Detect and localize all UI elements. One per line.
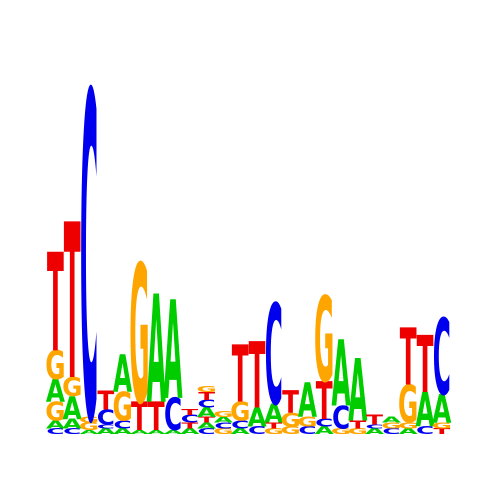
logo-letter: T: [400, 312, 417, 404]
logo-letter: G: [112, 385, 132, 430]
logo-letter: G: [230, 396, 250, 427]
logo-letter: A: [163, 429, 182, 435]
logo-letter: A: [415, 383, 434, 438]
logo-letter: C: [332, 399, 350, 436]
logo-letter: C: [46, 427, 64, 436]
logo-letter: C: [416, 425, 434, 437]
logo-letter: C: [231, 419, 249, 431]
logo-letter: A: [365, 427, 385, 436]
logo-letter: G: [45, 343, 65, 388]
logo-letter: A: [163, 273, 182, 430]
logo-letter: G: [331, 427, 351, 436]
logo-letter: C: [198, 427, 216, 436]
logo-letter: C: [97, 424, 115, 430]
logo-letter: T: [64, 179, 81, 428]
logo-letter: G: [297, 415, 317, 430]
logo-letter: A: [315, 425, 335, 437]
logo-letter: A: [180, 427, 200, 436]
logo-letter: C: [265, 277, 283, 437]
logo-letter: T: [282, 384, 300, 421]
logo-letter: G: [398, 374, 418, 435]
logo-letter: G: [213, 427, 233, 436]
logo-letter: G: [264, 427, 284, 436]
logo-letter: T: [47, 225, 64, 382]
logo-letter: G: [280, 425, 300, 437]
logo-letter: T: [265, 421, 283, 430]
logo-letter: A: [197, 405, 217, 420]
logo-letter: T: [366, 413, 384, 428]
logo-letter: G: [432, 421, 452, 430]
logo-letter: A: [197, 421, 217, 430]
logo-letter: T: [198, 390, 215, 402]
logo-letter: A: [432, 387, 452, 432]
logo-letter: G: [280, 410, 300, 431]
logo-letter: A: [214, 416, 234, 425]
logo-letter: A: [264, 398, 283, 429]
logo-letter: C: [315, 417, 333, 429]
logo-letter: A: [63, 390, 82, 427]
logo-letter: A: [147, 265, 166, 438]
logo-letter: T: [433, 427, 451, 436]
logo-letter: C: [382, 427, 400, 436]
logo-letter: C: [97, 406, 115, 430]
logo-letter: A: [231, 427, 251, 436]
logo-letter: T: [131, 394, 148, 439]
logo-letters: CAGAGTCAAGTAGGCACCTACGAATGATAACAATCTCATA…: [45, 2, 452, 480]
logo-letter: G: [196, 385, 216, 394]
logo-letter: C: [366, 424, 384, 430]
logo-letter: G: [213, 410, 233, 419]
logo-letter: C: [214, 421, 232, 430]
logo-letter: T: [316, 370, 333, 431]
logo-letter: A: [399, 427, 419, 436]
logo-letter: G: [398, 421, 418, 430]
logo-letter: T: [417, 319, 434, 411]
logo-letter: G: [381, 421, 401, 430]
logo-letter: A: [46, 419, 66, 431]
logo-letter: A: [348, 341, 367, 442]
logo-letter: C: [433, 298, 451, 419]
logo-letter: G: [79, 416, 99, 425]
logo-letter: C: [114, 419, 132, 431]
logo-letter: A: [382, 416, 402, 425]
logo-letter: G: [314, 271, 334, 408]
logo-letter: C: [80, 2, 98, 480]
logo-letter: T: [198, 416, 216, 425]
logo-letter: A: [298, 373, 317, 428]
logo-letter: A: [113, 344, 132, 405]
logo-letter: A: [130, 429, 149, 435]
logo-letter: G: [45, 396, 65, 427]
logo-letter: T: [97, 385, 115, 416]
logo-letter: T: [181, 408, 199, 417]
logo-letter: C: [63, 427, 81, 436]
logo-letter: C: [198, 398, 216, 410]
logo-letter: A: [46, 373, 65, 410]
logo-letter: A: [113, 427, 133, 436]
logo-letter: C: [248, 425, 266, 437]
logo-letter: A: [96, 427, 116, 436]
logo-letter: G: [129, 225, 149, 447]
logo-letter: A: [79, 429, 98, 435]
logo-letter: C: [181, 413, 199, 425]
logo-letter: C: [164, 391, 182, 442]
logo-letter: G: [62, 371, 82, 402]
logo-letter: A: [247, 402, 266, 433]
logo-letter: T: [349, 419, 366, 431]
logo-letter: A: [331, 321, 350, 427]
logo-letter: T: [148, 394, 165, 439]
logo-letter: A: [63, 416, 83, 431]
logo-letter: A: [147, 429, 166, 435]
logo-letter: T: [181, 421, 199, 430]
logo-letter: G: [348, 427, 368, 436]
logo-letter: T: [249, 323, 266, 429]
logo-letter: T: [232, 329, 249, 421]
logo-letter: C: [298, 425, 316, 437]
logo-letter: G: [79, 421, 99, 433]
